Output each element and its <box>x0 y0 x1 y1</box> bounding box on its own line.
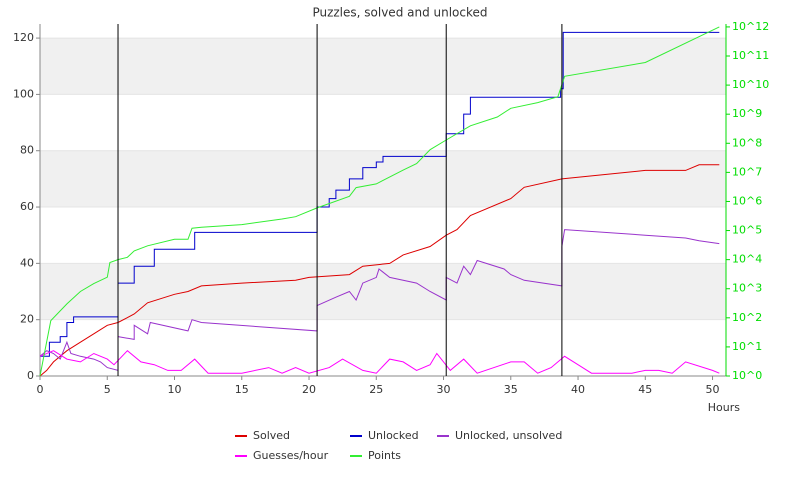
y2-tick-label: 10^1 <box>732 340 762 353</box>
x-tick-label: 25 <box>369 383 383 396</box>
x-tick-label: 15 <box>235 383 249 396</box>
x-tick-label: 0 <box>37 383 44 396</box>
x-tick-label: 40 <box>571 383 585 396</box>
x-tick-label: 35 <box>504 383 518 396</box>
y-tick-label: 100 <box>13 87 34 100</box>
y2-tick-label: 10^7 <box>732 165 762 178</box>
y-tick-label: 120 <box>13 31 34 44</box>
x-tick-label: 20 <box>302 383 316 396</box>
legend-label: Guesses/hour <box>253 449 329 462</box>
y2-tick-label: 10^2 <box>732 311 762 324</box>
series-line <box>39 229 720 372</box>
y2-tick-label: 10^10 <box>732 78 769 91</box>
y-tick-label: 20 <box>20 313 34 326</box>
y2-tick-label: 10^11 <box>732 49 769 62</box>
x-tick-label: 5 <box>104 383 111 396</box>
y2-tick-label: 10^8 <box>732 136 762 149</box>
legend-label: Points <box>368 449 401 462</box>
x-tick-label: 30 <box>437 383 451 396</box>
legend-label: Solved <box>253 429 290 442</box>
series-line <box>40 31 720 357</box>
y2-tick-label: 10^12 <box>732 20 769 33</box>
y2-tick-label: 10^0 <box>732 369 762 382</box>
y-tick-label: 80 <box>20 144 34 157</box>
y2-tick-label: 10^5 <box>732 224 762 237</box>
y2-tick-label: 10^4 <box>732 253 762 266</box>
y2-tick-label: 10^6 <box>732 194 762 207</box>
x-tick-label: 10 <box>168 383 182 396</box>
grid-band <box>40 38 726 95</box>
y-tick-label: 0 <box>27 369 34 382</box>
series-line <box>39 26 720 377</box>
chart-title: Puzzles, solved and unlocked <box>312 6 487 20</box>
x-tick-label: 45 <box>638 383 652 396</box>
y2-tick-label: 10^9 <box>732 107 762 120</box>
x-axis-label: Hours <box>708 401 740 414</box>
x-tick-label: 50 <box>706 383 720 396</box>
y-tick-label: 60 <box>20 200 34 213</box>
y2-tick-label: 10^3 <box>732 282 762 295</box>
legend-label: Unlocked <box>368 429 419 442</box>
legend-label: Unlocked, unsolved <box>455 429 562 442</box>
y-tick-label: 40 <box>20 256 34 269</box>
series-line <box>39 350 720 374</box>
series-line <box>39 164 720 377</box>
